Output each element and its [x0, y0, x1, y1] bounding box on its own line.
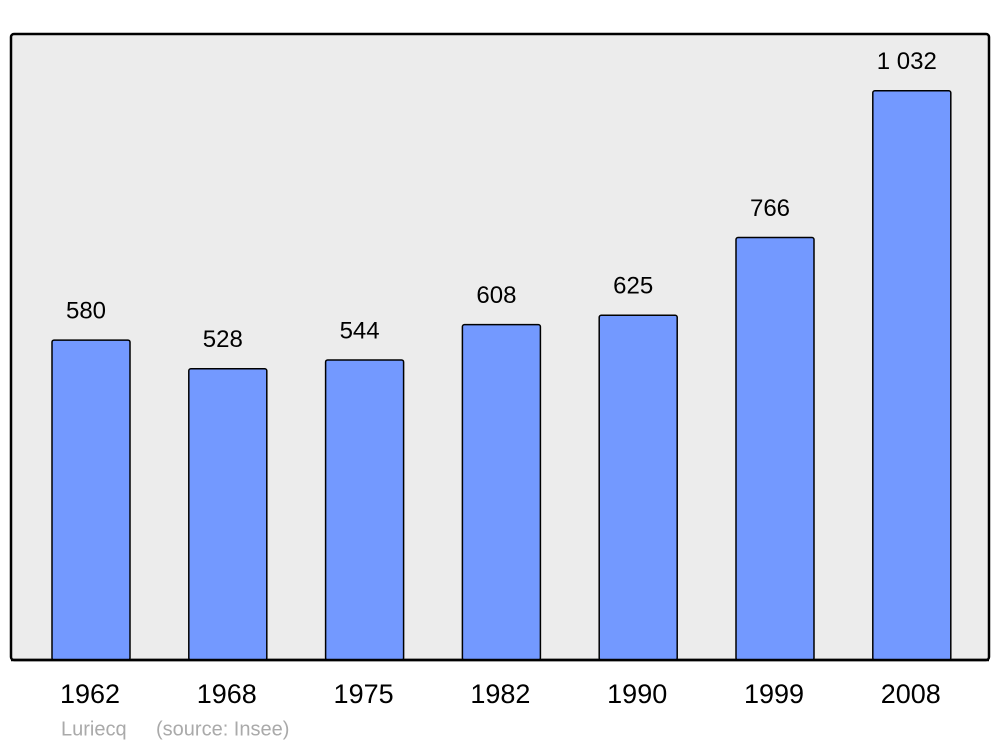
x-tick-label: 1968	[197, 679, 257, 709]
value-label: 608	[476, 282, 516, 309]
x-tick-label: 1990	[607, 679, 667, 709]
bar	[735, 236, 815, 661]
bar	[51, 339, 131, 661]
annotation: Luriecq	[61, 718, 127, 740]
value-label: 544	[340, 317, 380, 344]
bar	[324, 359, 405, 661]
bar	[598, 314, 678, 661]
value-label: 1 032	[877, 48, 937, 75]
value-label: 625	[613, 273, 653, 300]
value-label: 580	[66, 297, 106, 324]
value-label: 528	[203, 326, 243, 353]
bar	[872, 90, 952, 661]
value-label: 766	[750, 195, 790, 222]
x-tick-label: 1999	[744, 679, 804, 709]
x-tick-label: 2008	[881, 679, 941, 709]
annotation: (source: Insee)	[156, 718, 289, 740]
bar	[461, 323, 542, 661]
x-tick-label: 1975	[334, 679, 394, 709]
x-tick-label: 1962	[60, 679, 120, 709]
bar	[188, 368, 268, 661]
x-tick-label: 1982	[470, 679, 530, 709]
